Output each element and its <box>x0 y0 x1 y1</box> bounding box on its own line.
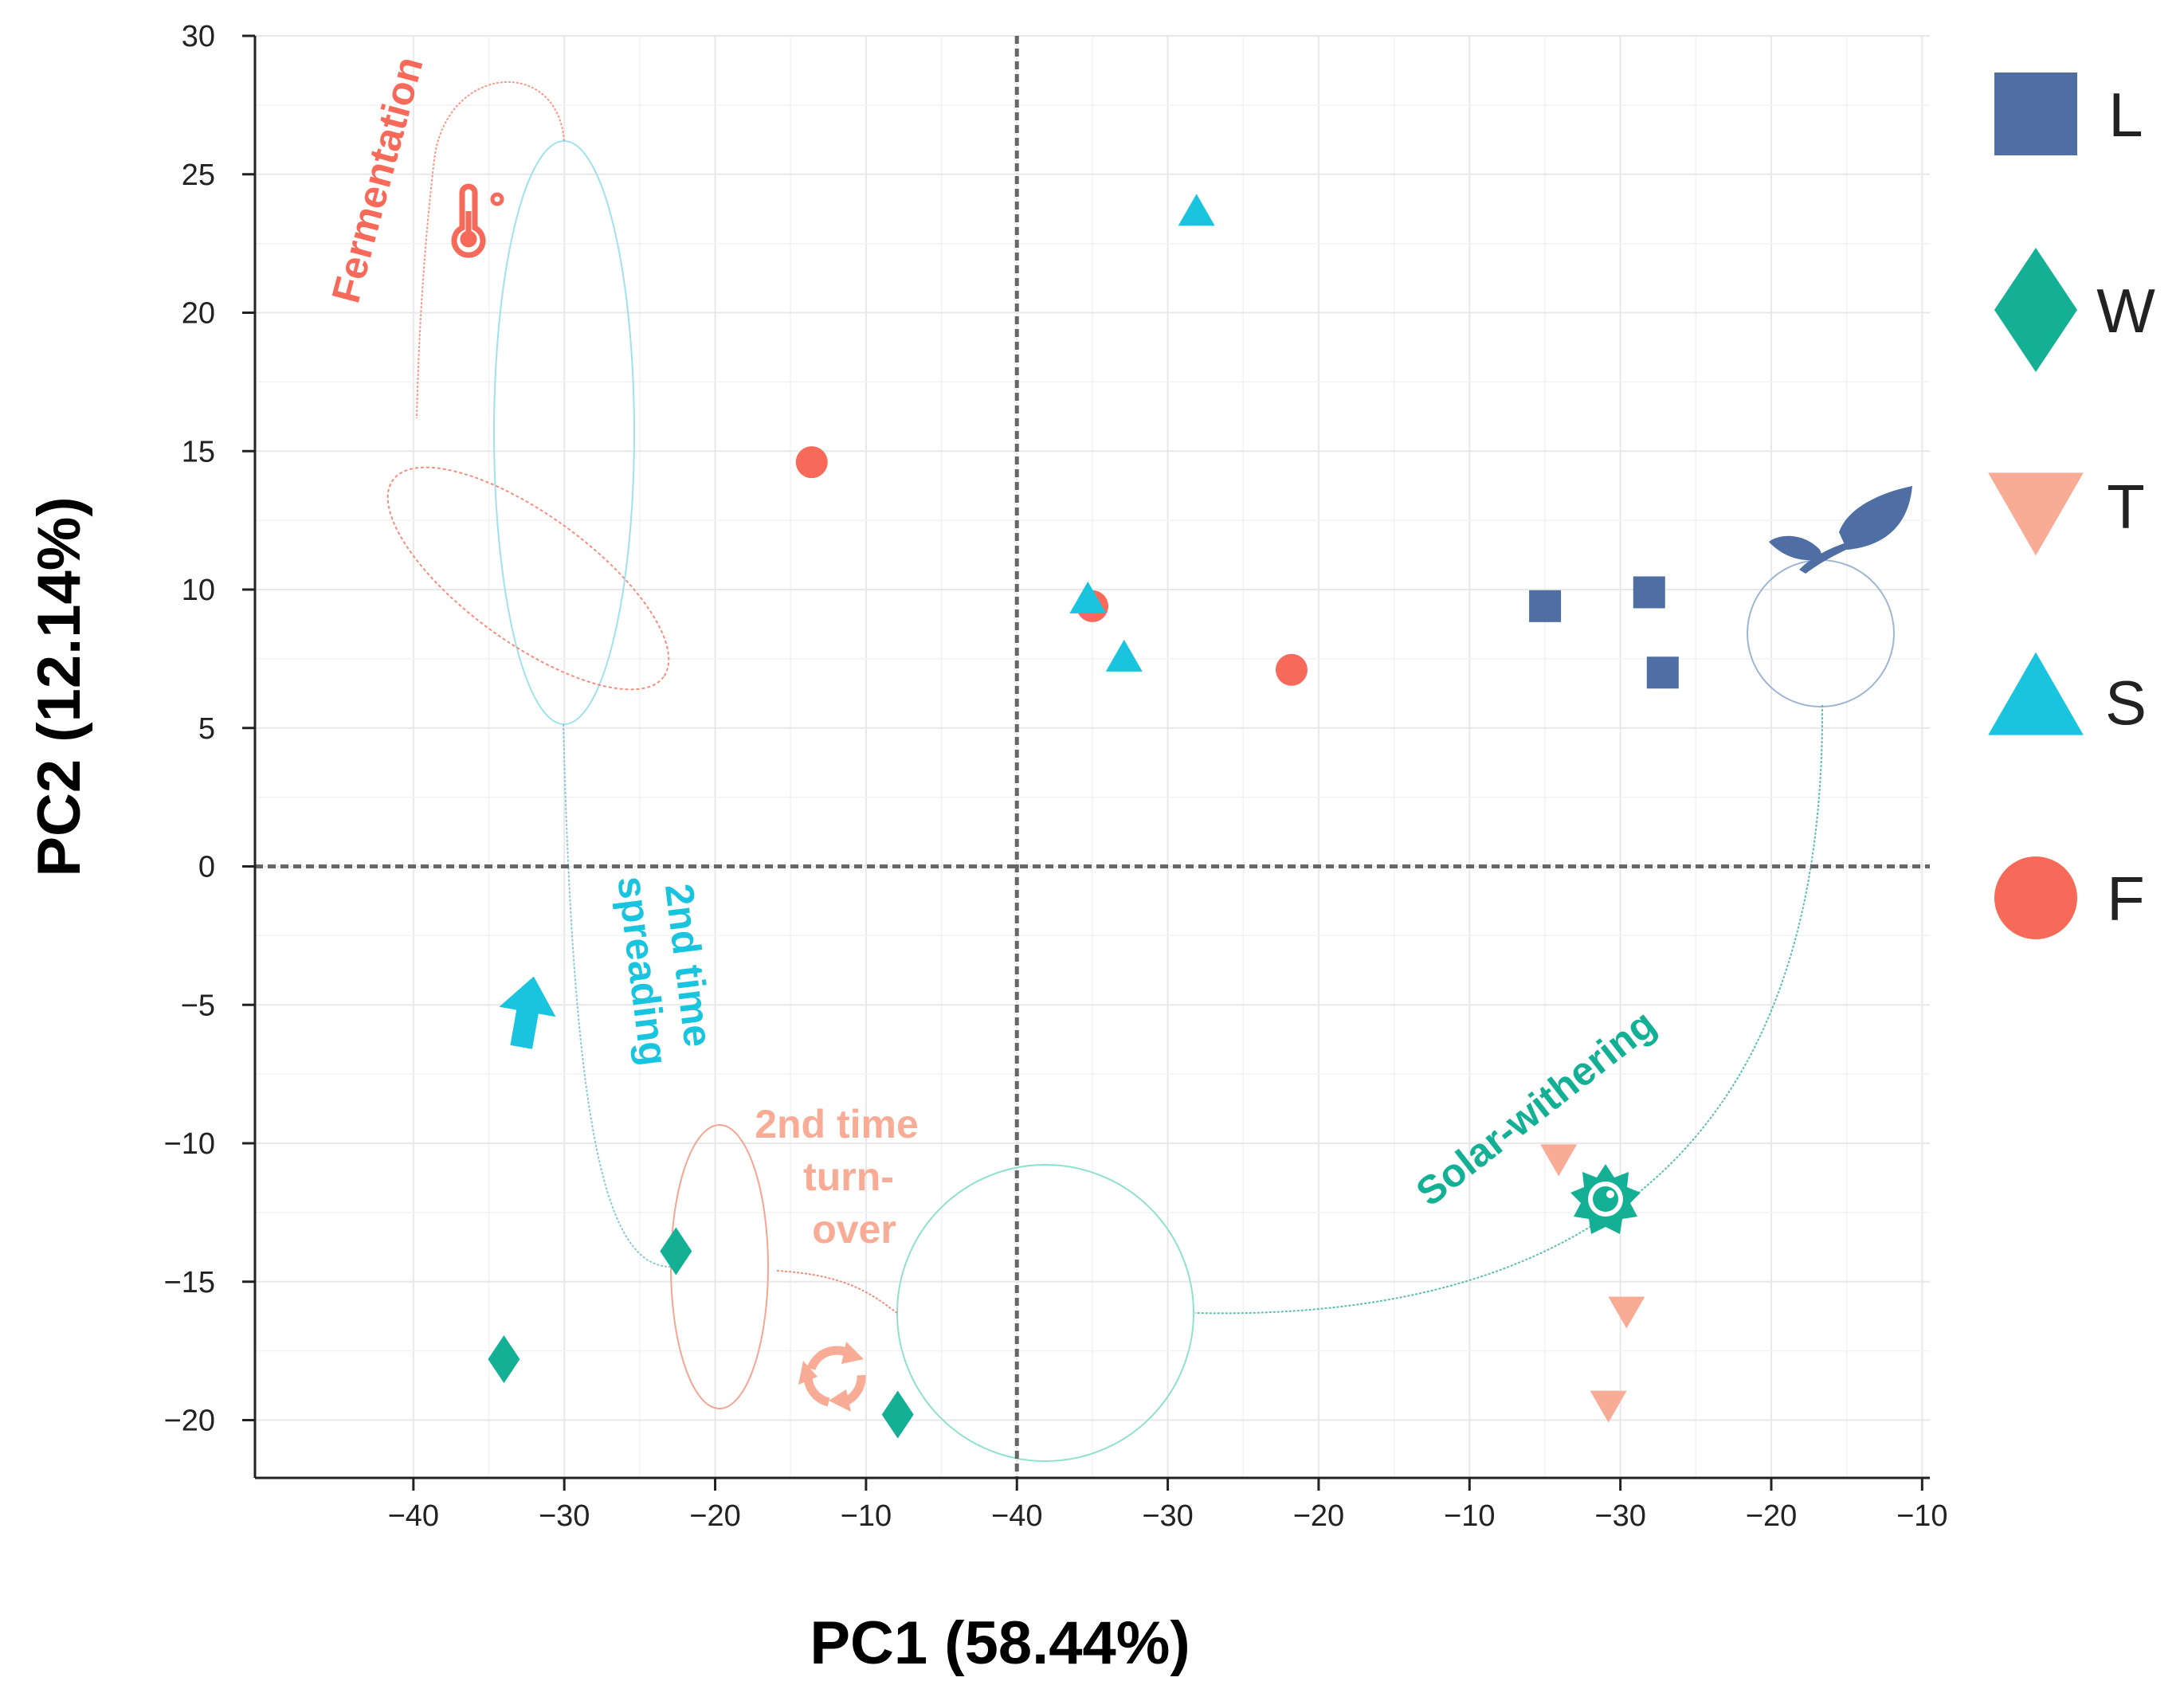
leaf-icon <box>1769 486 1912 574</box>
marker-T <box>1608 1296 1645 1329</box>
thermometer-icon <box>451 183 504 258</box>
legend-label-L: L <box>2108 80 2143 150</box>
y-tick-label: −10 <box>164 1127 215 1161</box>
legend-marker-L <box>1994 73 2077 155</box>
sun-icon <box>1570 1164 1641 1234</box>
annotation-turnover-line1: 2nd time <box>755 1102 919 1146</box>
legend-label-W: W <box>2096 276 2155 346</box>
x-tick-label: −40 <box>388 1499 439 1533</box>
x-tick-label: −20 <box>1746 1499 1797 1533</box>
reference-lines <box>255 36 1930 1478</box>
legend-label-T: T <box>2107 472 2145 542</box>
grid <box>255 35 1930 1478</box>
marker-F <box>795 446 828 479</box>
legend-marker-W <box>1994 248 2077 372</box>
y-tick-label: 30 <box>182 20 215 53</box>
x-tick-label: −40 <box>991 1499 1042 1533</box>
x-axis-title: PC1 (58.44%) <box>810 1609 1190 1677</box>
recycle-icon <box>798 1342 866 1412</box>
legend-marker-F <box>1994 856 2077 939</box>
x-tick-label: −20 <box>1293 1499 1344 1533</box>
marker-T <box>1590 1390 1627 1423</box>
legend: L W T S F <box>1988 73 2155 939</box>
connector-turnover <box>775 1270 898 1314</box>
ellipse-F <box>386 466 670 691</box>
arrow-up-icon <box>499 976 556 1049</box>
legend-marker-T <box>1988 472 2084 556</box>
y-tick-label: −5 <box>181 989 215 1022</box>
legend-label-F: F <box>2107 864 2145 934</box>
x-tick-label: −30 <box>1142 1499 1193 1533</box>
connector-solar-withering <box>1194 704 1824 1315</box>
marker-T <box>1540 1144 1578 1177</box>
legend-label-S: S <box>2105 668 2147 738</box>
y-tick-label: 10 <box>182 574 215 607</box>
marker-L <box>1529 590 1562 622</box>
x-tick-label: −10 <box>841 1499 892 1533</box>
ellipse-T <box>670 1124 769 1409</box>
marker-S <box>1069 581 1107 613</box>
y-tick-label: −20 <box>164 1405 215 1438</box>
x-tick-label: −10 <box>1896 1499 1947 1533</box>
annotation-turnover-line2: turn- <box>803 1154 894 1199</box>
marker-W <box>488 1335 520 1384</box>
x-ticks: −40 −30 −20 −10 −40 −30 −20 −10 −30 −20 −10 <box>388 1478 1948 1533</box>
y-ticks: 30 25 20 15 10 5 0 −5 −10 −15 −20 <box>164 20 255 1438</box>
ellipse-L <box>1747 559 1895 707</box>
x-tick-label: −30 <box>539 1499 590 1533</box>
process-connectors <box>416 80 1824 1315</box>
marker-L <box>1646 656 1679 689</box>
group-ellipses <box>386 140 1895 1462</box>
y-tick-label: −15 <box>164 1266 215 1299</box>
axes <box>253 36 1930 1479</box>
y-tick-label: 0 <box>198 851 215 884</box>
y-tick-label: 5 <box>198 712 215 746</box>
connector-spreading <box>563 723 672 1268</box>
annotation-spreading: 2nd time spreading <box>609 874 720 1068</box>
marker-W <box>660 1227 692 1276</box>
connector-fermentation <box>416 80 565 419</box>
x-tick-label: −30 <box>1594 1499 1645 1533</box>
y-axis-title: PC2 (12.14%) <box>25 496 93 876</box>
y-tick-label: 20 <box>182 297 215 331</box>
annotation-turnover-line3: over <box>812 1207 896 1252</box>
x-tick-label: −20 <box>689 1499 740 1533</box>
marker-W <box>881 1390 914 1439</box>
y-tick-label: 25 <box>182 159 215 192</box>
x-tick-label: −10 <box>1444 1499 1495 1533</box>
marker-F <box>1275 653 1308 686</box>
y-tick-label: 15 <box>182 435 215 468</box>
legend-marker-S <box>1988 652 2084 735</box>
data-markers <box>488 194 1679 1439</box>
marker-L <box>1633 576 1665 609</box>
marker-S <box>1178 194 1215 226</box>
marker-S <box>1105 639 1143 672</box>
annotation-fermentation: Fermentation <box>323 52 432 307</box>
